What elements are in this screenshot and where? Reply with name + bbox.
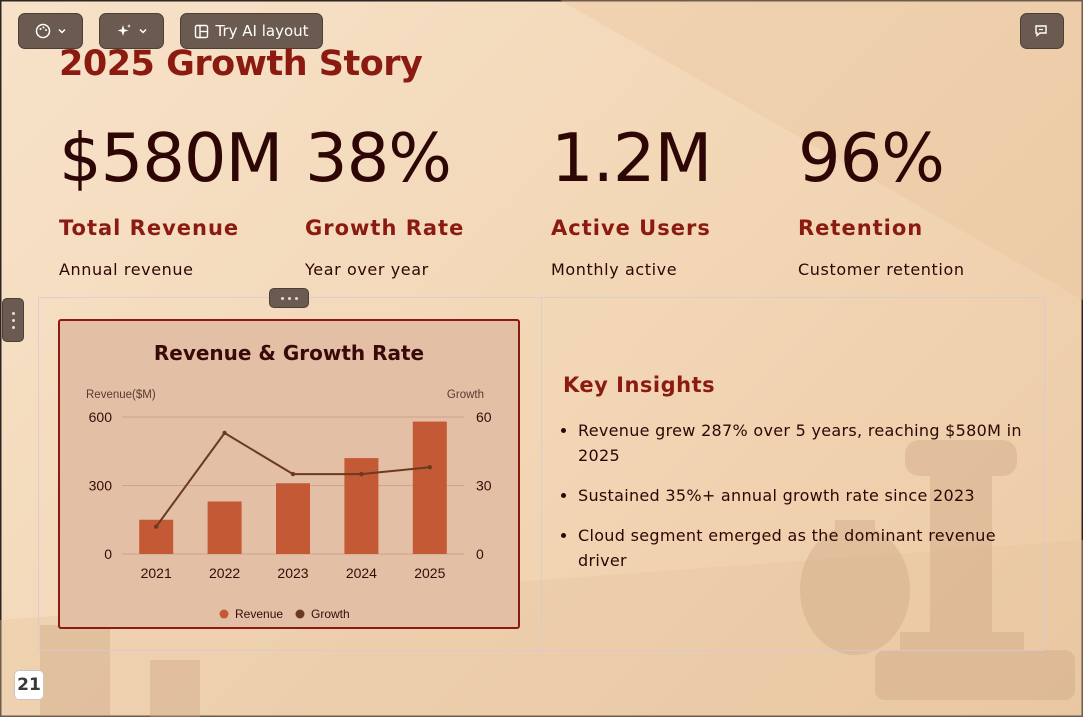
y-right-tick-label: 30 bbox=[476, 478, 492, 494]
legend-revenue-label: Revenue bbox=[235, 607, 283, 621]
x-tick-label: 2023 bbox=[277, 565, 308, 581]
legend-growth-label: Growth bbox=[311, 607, 350, 621]
theme-button[interactable] bbox=[18, 13, 83, 49]
stat-label: Active Users bbox=[551, 216, 711, 240]
insight-item: Revenue grew 287% over 5 years, reaching… bbox=[578, 418, 1048, 468]
growth-point bbox=[290, 471, 296, 477]
stat-value: 96% bbox=[798, 119, 945, 197]
x-tick-label: 2025 bbox=[414, 565, 445, 581]
growth-point bbox=[427, 465, 432, 470]
stat-label: Total Revenue bbox=[59, 216, 240, 240]
chart-card[interactable]: Revenue & Growth Rate 0 300 600 0 30 60 Revenu… bbox=[58, 319, 520, 629]
comment-icon bbox=[1034, 23, 1050, 39]
growth-point bbox=[222, 430, 227, 436]
y-right-axis-label: Growth bbox=[447, 389, 484, 401]
x-tick-label: 2022 bbox=[209, 565, 240, 581]
handle-dot bbox=[11, 325, 15, 329]
stat-value: $580M bbox=[59, 119, 283, 197]
legend-growth-swatch bbox=[295, 609, 305, 619]
insight-item: Sustained 35%+ annual growth rate since … bbox=[578, 483, 1048, 508]
handle-dot bbox=[11, 318, 15, 322]
chevron-down-icon bbox=[138, 26, 148, 36]
handle-dot bbox=[287, 296, 291, 300]
stat-description: Customer retention bbox=[798, 260, 965, 279]
stat-retention[interactable]: 96% Retention Customer retention bbox=[798, 118, 1038, 279]
ai-assist-button[interactable] bbox=[99, 13, 164, 49]
stat-total-revenue[interactable]: $580M Total Revenue Annual revenue bbox=[59, 118, 299, 279]
sparkle-icon bbox=[116, 23, 132, 39]
insights-list[interactable]: Revenue grew 287% over 5 years, reaching… bbox=[556, 418, 1048, 588]
comments-button[interactable] bbox=[1020, 13, 1064, 49]
try-ai-layout-button[interactable]: Try AI layout bbox=[180, 13, 323, 49]
page-number[interactable]: 21 bbox=[14, 670, 44, 700]
y-left-tick-label: 300 bbox=[89, 478, 113, 494]
insight-item: Cloud segment emerged as the dominant re… bbox=[578, 523, 1048, 573]
y-left-tick-label: 0 bbox=[104, 546, 112, 562]
stat-value: 1.2M bbox=[551, 119, 712, 197]
y-left-tick-label: 600 bbox=[89, 409, 113, 425]
drag-handle-horizontal[interactable] bbox=[269, 288, 309, 308]
revenue-growth-chart: 0 300 600 0 30 60 Revenue($M) Growth 2021 2022 202… bbox=[86, 389, 492, 621]
handle-dot bbox=[11, 311, 15, 315]
stat-description: Annual revenue bbox=[59, 260, 194, 279]
revenue-bar bbox=[207, 501, 242, 554]
y-left-axis-label: Revenue($M) bbox=[86, 389, 156, 401]
x-tick-label: 2024 bbox=[346, 565, 377, 581]
y-right-tick-label: 60 bbox=[476, 409, 492, 425]
drag-handle-vertical[interactable] bbox=[2, 298, 24, 342]
slide-title[interactable]: 2025 Growth Story bbox=[59, 44, 423, 84]
growth-point bbox=[359, 471, 364, 477]
insights-title[interactable]: Key Insights bbox=[563, 373, 716, 397]
chart-title: Revenue & Growth Rate bbox=[153, 341, 425, 365]
try-ai-layout-label: Try AI layout bbox=[215, 22, 309, 40]
x-tick-label: 2021 bbox=[141, 565, 172, 581]
stat-description: Monthly active bbox=[551, 260, 678, 279]
handle-dot bbox=[280, 296, 284, 300]
revenue-bar bbox=[412, 421, 447, 554]
revenue-bar bbox=[276, 483, 310, 554]
handle-dot bbox=[294, 296, 298, 300]
stat-growth-rate[interactable]: 38% Growth Rate Year over year bbox=[305, 118, 545, 279]
stat-active-users[interactable]: 1.2M Active Users Monthly active bbox=[551, 118, 791, 279]
column-divider bbox=[541, 297, 542, 651]
chevron-down-icon bbox=[57, 26, 67, 36]
stat-label: Retention bbox=[798, 216, 924, 240]
stat-label: Growth Rate bbox=[305, 216, 465, 240]
stat-description: Year over year bbox=[305, 260, 429, 279]
legend-revenue-swatch bbox=[219, 609, 229, 619]
growth-point bbox=[154, 524, 159, 529]
layout-icon bbox=[194, 24, 209, 39]
stat-value: 38% bbox=[305, 119, 452, 197]
y-right-tick-label: 0 bbox=[476, 546, 484, 562]
palette-icon bbox=[35, 23, 51, 39]
